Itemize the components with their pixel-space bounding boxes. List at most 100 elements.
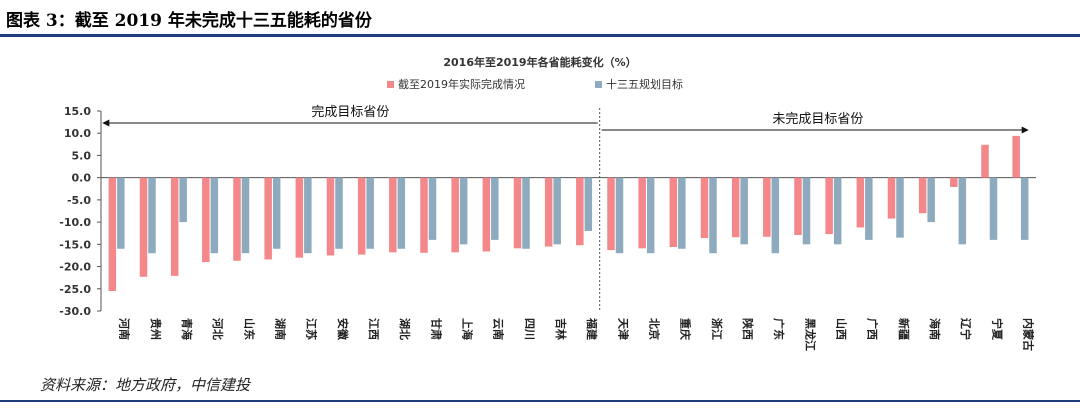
x-tick-label: 山东 xyxy=(242,318,256,340)
bar-target xyxy=(989,177,998,240)
chart: 2016年至2019年各省能耗变化（%） 截至2019年实际完成情况 十三五规划… xyxy=(59,55,1036,351)
bar-target xyxy=(802,177,811,245)
bar-actual xyxy=(357,177,366,255)
bar-target xyxy=(678,177,686,249)
bar-actual xyxy=(576,177,584,246)
y-tick-label: -10.0 xyxy=(59,216,91,229)
bars xyxy=(108,135,1029,291)
legend-swatch-target xyxy=(595,81,602,88)
bar-actual xyxy=(794,177,802,235)
bar-actual xyxy=(700,177,709,239)
bar-actual xyxy=(295,177,304,258)
y-tick-label: 0.0 xyxy=(72,172,92,185)
bar-target xyxy=(148,177,156,254)
bar-target xyxy=(709,177,717,254)
bar-actual xyxy=(513,177,522,249)
bar-actual xyxy=(233,177,241,261)
y-tick-label: -20.0 xyxy=(59,261,91,274)
bar-actual xyxy=(638,177,646,249)
x-tick-label: 湖北 xyxy=(398,318,412,340)
bar-target xyxy=(522,177,530,249)
bar-actual xyxy=(451,177,459,253)
bar-target xyxy=(833,177,842,245)
x-tick-label: 重庆 xyxy=(679,318,693,340)
bar-target xyxy=(272,177,281,249)
bar-target xyxy=(459,177,468,245)
bar-target xyxy=(179,177,187,223)
completed-group-label: 完成目标省份 xyxy=(311,105,389,120)
y-tick-label: 5.0 xyxy=(72,149,92,162)
bar-actual xyxy=(170,177,179,276)
bar-actual xyxy=(139,177,148,277)
x-tick-label: 吉林 xyxy=(554,318,568,340)
y-axis: 15.0 10.0 5.0 0.0 -5.0 -10.0 -15.0 -20.0 -25.0 -3… xyxy=(59,105,1036,318)
bar-target xyxy=(615,177,624,254)
x-tick-label: 福建 xyxy=(585,317,599,341)
bar-actual xyxy=(607,177,615,251)
bar-actual xyxy=(264,177,272,260)
x-tick-label: 辽宁 xyxy=(959,318,973,340)
bar-actual xyxy=(202,177,210,263)
x-axis-labels: 河南 贵州 青海 河北 山东 湖南 江苏 安徽 江西 湖北 甘肃 上海 云南 四川 吉林 福建 天津 北京 重庆 浙江… xyxy=(118,317,1036,351)
bar-target xyxy=(397,177,406,249)
x-tick-label: 云南 xyxy=(492,318,506,340)
bar-actual xyxy=(1012,135,1020,178)
legend: 截至2019年实际完成情况 十三五规划目标 xyxy=(387,77,683,91)
x-tick-label: 河北 xyxy=(211,318,225,340)
bar-target xyxy=(366,177,374,249)
y-tick-label: -15.0 xyxy=(59,238,91,251)
legend-swatch-actual xyxy=(387,81,394,88)
bar-actual xyxy=(389,177,397,253)
bar-target xyxy=(927,177,935,223)
x-tick-label: 河南 xyxy=(118,318,132,340)
bar-target xyxy=(241,177,250,254)
figure-title: 图表 3：截至 2019 年未完成十三五能耗的省份 xyxy=(6,11,372,31)
x-tick-label: 山西 xyxy=(834,318,848,340)
bar-actual xyxy=(482,177,491,252)
x-tick-label: 新疆 xyxy=(897,318,911,340)
legend-label-target: 十三五规划目标 xyxy=(606,77,683,91)
bar-actual xyxy=(731,177,740,238)
bar-target xyxy=(865,177,873,240)
bar-target xyxy=(210,177,219,254)
bar-actual xyxy=(544,177,553,247)
y-tick-label: 10.0 xyxy=(64,127,91,140)
bar-target xyxy=(428,177,437,240)
legend-label-actual: 截至2019年实际完成情况 xyxy=(398,77,525,91)
y-tick-label: -25.0 xyxy=(59,283,91,296)
y-tick-label: -30.0 xyxy=(59,305,91,318)
x-tick-label: 安徽 xyxy=(336,318,350,341)
title-rule xyxy=(0,34,1080,37)
x-tick-label: 广西 xyxy=(866,318,880,340)
x-tick-label: 甘肃 xyxy=(429,318,443,340)
bar-actual xyxy=(825,177,833,235)
bar-target xyxy=(335,177,343,249)
bar-target xyxy=(304,177,312,254)
bar-actual xyxy=(108,177,117,291)
chart-title: 2016年至2019年各省能耗变化（%） xyxy=(443,55,636,69)
bar-target xyxy=(1020,177,1029,240)
bar-target xyxy=(771,177,780,254)
bar-target xyxy=(896,177,904,238)
bar-actual xyxy=(856,177,865,228)
x-tick-label: 海南 xyxy=(928,318,942,340)
bar-target xyxy=(584,177,593,231)
x-tick-label: 浙江 xyxy=(710,318,724,340)
bar-actual xyxy=(887,177,896,219)
y-tick-label: -5.0 xyxy=(67,194,91,207)
x-tick-label: 湖南 xyxy=(273,318,287,340)
y-tick-label: 15.0 xyxy=(64,105,91,118)
bar-target xyxy=(553,177,561,245)
bar-target xyxy=(740,177,748,245)
x-tick-label: 江苏 xyxy=(305,318,319,340)
x-tick-label: 上海 xyxy=(460,318,474,340)
not-completed-group-label: 未完成目标省份 xyxy=(772,112,863,127)
bar-actual xyxy=(981,144,989,178)
bar-target xyxy=(491,177,499,240)
x-tick-label: 陕西 xyxy=(741,318,755,340)
source-note: 资料来源：地方政府，中信建投 xyxy=(40,376,251,394)
x-tick-label: 贵州 xyxy=(149,318,163,340)
bar-actual xyxy=(763,177,771,237)
x-tick-label: 内蒙古 xyxy=(1021,318,1035,351)
bar-actual xyxy=(918,177,927,214)
